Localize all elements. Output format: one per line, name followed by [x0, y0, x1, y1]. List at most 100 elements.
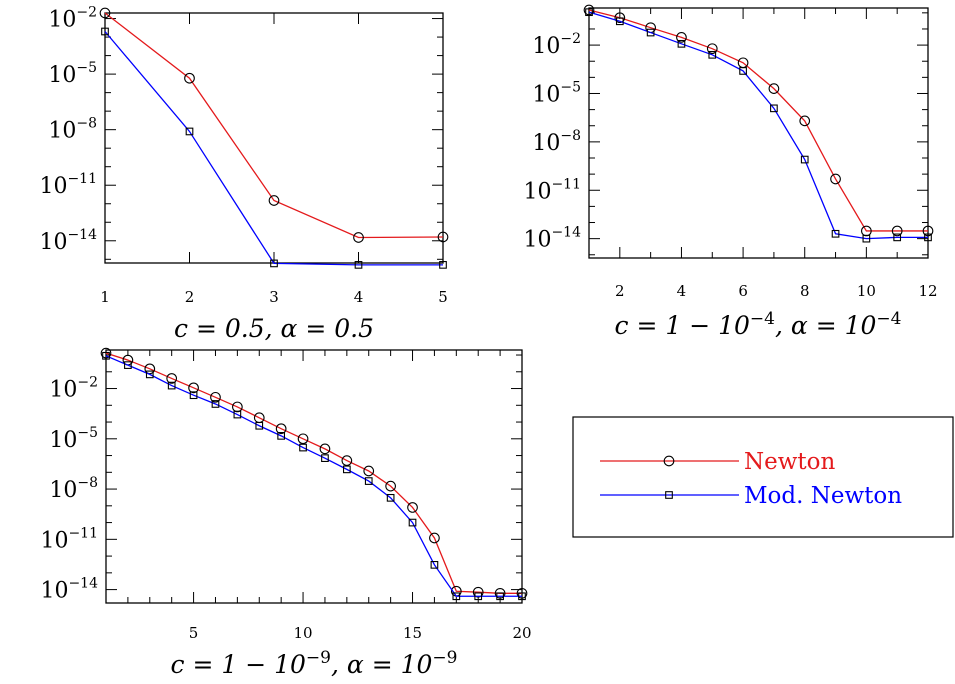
- y-tick-label: 10−8: [532, 128, 581, 156]
- x-tick-label: 10: [857, 282, 876, 300]
- data-point: [615, 17, 624, 26]
- data-point: [255, 421, 264, 430]
- y-tick-label: 10−2: [48, 5, 97, 33]
- data-point: [144, 363, 156, 375]
- data-point: [386, 493, 395, 502]
- data-point: [583, 4, 595, 16]
- x-tick-label: 2: [185, 288, 195, 306]
- legend-marker: [665, 491, 673, 499]
- data-point: [439, 261, 447, 269]
- data-point: [385, 480, 396, 492]
- data-point: [124, 361, 132, 369]
- data-point: [342, 465, 351, 474]
- y-tick-label: 10−8: [48, 116, 97, 144]
- series-line: [104, 12, 444, 239]
- y-tick-label: 10−11: [40, 525, 98, 553]
- x-tick-label: 5: [189, 624, 199, 642]
- data-point: [472, 586, 484, 598]
- series-line: [104, 31, 443, 266]
- series-line: [588, 11, 928, 240]
- data-point: [364, 477, 373, 485]
- x-tick-label: 10: [294, 624, 313, 642]
- plot-frame: [104, 12, 444, 264]
- x-tick-label: 5: [438, 288, 448, 306]
- y-tick-label: 10−5: [532, 79, 581, 107]
- chart-caption: c = 1 − 10−4​, α = 10−4​: [615, 309, 902, 340]
- series-mod-newton: [585, 8, 932, 243]
- data-point: [891, 225, 903, 237]
- x-tick-label: 6: [738, 282, 748, 300]
- series-newton: [99, 7, 449, 243]
- legend-label: Newton: [744, 449, 836, 475]
- data-point: [739, 67, 747, 75]
- data-point: [102, 351, 110, 360]
- data-point: [799, 115, 811, 127]
- data-point: [708, 50, 717, 59]
- data-point: [211, 400, 220, 408]
- x-tick-label: 15: [403, 624, 422, 642]
- data-point: [101, 27, 109, 36]
- plot-frame: [105, 349, 523, 604]
- chart-panel-1: 10−2 10−5 10−8 10−11 10−14 1 2 3 4 5 c = 0.5, α = …: [39, 5, 449, 343]
- data-point: [275, 423, 287, 435]
- data-point: [429, 532, 440, 544]
- x-tick-label: 3: [269, 288, 279, 306]
- data-point: [770, 104, 778, 113]
- data-point: [270, 259, 278, 268]
- y-tick-label: 10−8: [49, 475, 98, 503]
- y-tick-label: 10−14: [39, 227, 97, 255]
- data-point: [319, 443, 331, 455]
- data-point: [189, 391, 198, 400]
- data-point: [145, 370, 154, 379]
- y-tick-label: 10−14: [523, 225, 581, 253]
- data-point: [676, 32, 687, 43]
- series-mod-newton: [102, 351, 526, 601]
- y-tick-label: 10−11: [39, 171, 97, 199]
- data-point: [100, 347, 112, 359]
- data-point: [614, 12, 626, 24]
- legend-entry: Newton: [600, 449, 836, 475]
- data-point: [407, 502, 418, 513]
- legend-box: [572, 416, 954, 538]
- data-point: [321, 454, 329, 463]
- y-tick-label: 10−5: [49, 425, 98, 453]
- x-tick-label: 2: [615, 282, 625, 300]
- x-tick-label: 4: [677, 282, 687, 300]
- data-point: [353, 232, 364, 243]
- x-tick-label: 1: [100, 288, 110, 306]
- y-tick-label: 10−5: [48, 60, 97, 88]
- data-point: [585, 8, 593, 17]
- data-point: [166, 373, 178, 384]
- data-point: [831, 229, 840, 238]
- series-newton: [100, 347, 528, 599]
- data-point: [646, 28, 655, 37]
- y-tick-label: 10−2: [532, 31, 581, 59]
- data-point: [188, 382, 199, 394]
- data-point: [677, 39, 686, 48]
- series-line: [105, 355, 522, 597]
- data-point: [299, 443, 307, 452]
- data-point: [354, 261, 363, 269]
- x-tick-label: 12: [918, 282, 937, 300]
- data-point: [210, 391, 221, 403]
- chart-panel-3: 10−2 10−5 10−8 10−11 10−14 5 10 15 20 c = 1 − 10−…: [40, 347, 532, 679]
- x-tick-label: 8: [800, 282, 810, 300]
- data-point: [494, 587, 506, 599]
- x-tick-label: 20: [512, 624, 531, 642]
- plot-frame: [588, 7, 929, 259]
- series-newton: [583, 4, 934, 237]
- data-point: [341, 455, 353, 466]
- data-point: [277, 432, 286, 440]
- legend-label: Mod. Newton: [744, 483, 902, 509]
- legend: Newton Mod. Newton: [572, 416, 954, 538]
- legend-entry: Mod. Newton: [600, 483, 902, 509]
- legend-marker: [663, 455, 675, 467]
- data-point: [452, 592, 461, 601]
- chart-panel-2: 10−2 10−5 10−8 10−11 10−14 2 4 6 8 10 12 c = 1 − 10…: [523, 4, 938, 340]
- y-tick-label: 10−11: [523, 176, 581, 204]
- chart-caption: c = 1 − 10−9​, α = 10−9​: [171, 648, 458, 679]
- data-point: [233, 410, 242, 419]
- data-point: [924, 233, 932, 242]
- data-point: [862, 234, 871, 243]
